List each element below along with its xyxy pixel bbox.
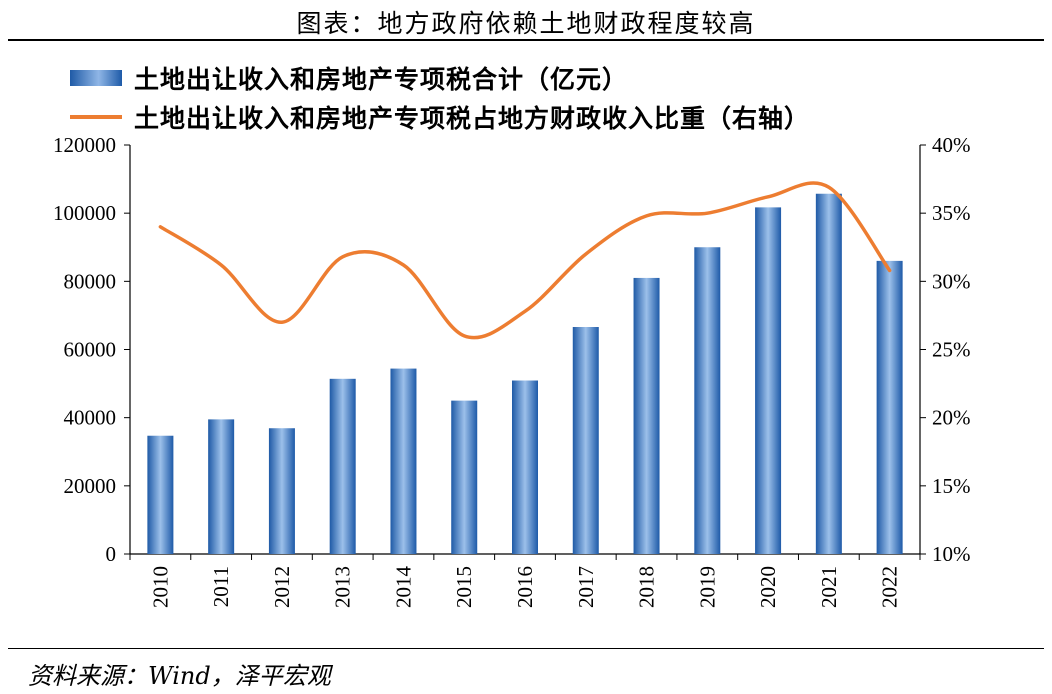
x-tick-label: 2017 [574,566,598,608]
legend-line-swatch [70,115,122,119]
legend-item-bar: 土地出让收入和房地产专项税合计（亿元） [70,63,629,94]
y-left-tick-label: 60000 [64,338,117,362]
y-right-tick-label: 35% [932,201,971,225]
legend-bar-label: 土地出让收入和房地产专项税合计（亿元） [134,65,629,94]
y-right-tick-label: 40% [932,133,971,157]
y-right-tick-label: 10% [932,542,971,566]
x-tick-label: 2018 [635,566,659,608]
y-left-tick-label: 120000 [53,133,116,157]
y-right-tick-label: 30% [932,269,971,293]
chart-title: 图表：地方政府依赖土地财政程度较高 [296,9,756,38]
x-tick-label: 2020 [756,566,780,608]
x-tick-label: 2015 [452,566,476,608]
x-tick-label: 2022 [878,566,902,608]
x-tick-label: 2011 [209,566,233,607]
bar-2017 [572,327,599,554]
x-tick-label: 2014 [391,566,415,609]
legend-item-line: 土地出让收入和房地产专项税占地方财政收入比重（右轴） [70,102,811,133]
x-tick-label: 2012 [270,566,294,608]
x-tick-label: 2010 [148,566,172,608]
y-right-tick-label: 20% [932,406,971,430]
x-tick-label: 2013 [331,566,355,608]
bar-2021 [815,193,842,554]
bar-2014 [390,368,417,554]
bar-2012 [268,428,295,554]
footer-rule [8,648,1044,649]
bar-2020 [755,207,782,554]
bar-2010 [147,435,174,554]
y-left-tick-label: 0 [106,542,117,566]
x-tick-label: 2016 [513,566,537,608]
legend-bar-swatch [70,70,122,86]
bar-2013 [329,378,356,554]
legend-line-label: 土地出让收入和房地产专项税占地方财政收入比重（右轴） [134,104,811,133]
bar-2016 [512,380,538,554]
y-right-tick-label: 25% [932,338,971,362]
bar-2019 [694,247,721,554]
bar-2022 [876,260,903,554]
y-left-tick-label: 80000 [64,269,117,293]
y-right-tick-label: 15% [932,474,971,498]
y-left-tick-label: 100000 [53,201,116,225]
x-tick-label: 2019 [695,566,719,608]
title-rule [8,39,1044,41]
y-left-tick-label: 40000 [64,406,117,430]
y-left-tick-label: 20000 [64,474,117,498]
bar-2011 [208,419,235,554]
bar-2018 [633,277,660,554]
source-note: 资料来源：Wind，泽平宏观 [28,662,331,690]
bar-2015 [451,400,478,554]
x-tick-label: 2021 [817,566,841,608]
